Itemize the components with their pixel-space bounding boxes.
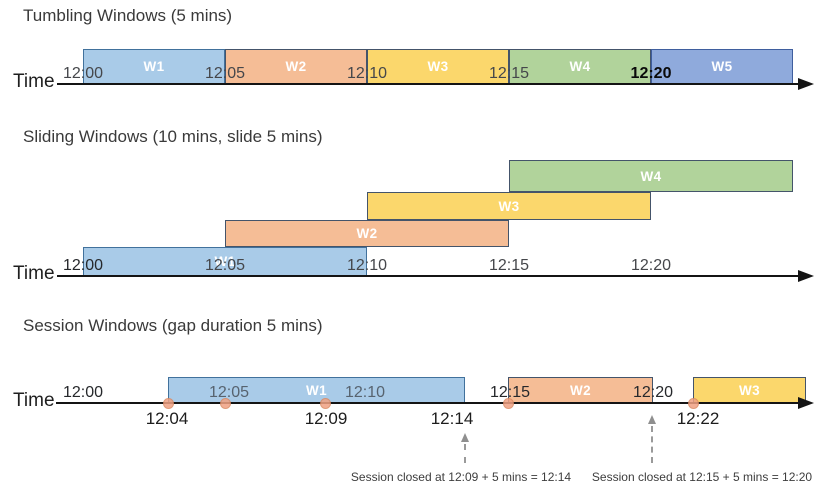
time-axis-label: Time <box>13 390 55 411</box>
arrow-dashed-tail <box>651 426 653 463</box>
window-label: W2 <box>356 226 378 241</box>
tick-label: 12:20 <box>630 65 672 82</box>
window-box: W3 <box>367 49 509 84</box>
axis-arrowhead-icon <box>798 270 814 282</box>
window-label: W2 <box>285 59 307 74</box>
session-annotation: Session closed at 12:15 + 5 mins = 12:20 <box>591 470 813 484</box>
time-axis-label: Time <box>13 71 55 92</box>
session-annotation: Session closed at 12:09 + 5 mins = 12:14 <box>350 470 572 484</box>
section-title-session: Session Windows (gap duration 5 mins) <box>23 316 323 335</box>
window-box: W4 <box>509 49 651 84</box>
time-axis-line <box>56 402 798 404</box>
window-label: W1 <box>214 254 236 269</box>
event-time-label: 12:22 <box>676 409 720 428</box>
event-dot <box>219 397 231 409</box>
tick-label: 12:05 <box>204 65 246 82</box>
arrow-up-icon <box>648 415 656 424</box>
time-axis-line <box>57 83 798 85</box>
event-dot <box>502 397 514 409</box>
time-axis-label: Time <box>13 263 55 284</box>
tick-label: 12:20 <box>630 257 672 274</box>
axis-arrowhead-icon <box>798 78 814 90</box>
window-box: W5 <box>651 49 793 84</box>
callout-arrow <box>647 415 657 463</box>
window-box: W3 <box>367 192 651 220</box>
event-dot <box>162 397 174 409</box>
window-label: W3 <box>498 198 520 214</box>
window-label: W4 <box>569 59 591 74</box>
arrow-up-icon <box>461 433 469 442</box>
event-time-label: 12:09 <box>304 409 348 428</box>
window-box: W3 <box>693 377 806 404</box>
tick-label: 12:00 <box>62 384 104 401</box>
window-box: W1 <box>83 247 367 276</box>
window-label: W3 <box>427 59 449 74</box>
window-box: W1 <box>83 49 225 84</box>
callout-arrow <box>460 433 470 463</box>
window-label: W1 <box>143 59 165 74</box>
window-box: W2 <box>508 377 653 404</box>
event-dot <box>319 397 331 409</box>
tick-label: 12:10 <box>344 384 386 401</box>
tick-label: 12:10 <box>346 257 388 274</box>
tick-label: 12:05 <box>204 257 246 274</box>
tick-label: 12:10 <box>346 65 388 82</box>
tick-label: 12:15 <box>488 257 530 274</box>
window-box: W2 <box>225 220 509 247</box>
section-title-sliding: Sliding Windows (10 mins, slide 5 mins) <box>23 127 323 146</box>
section-title-tumbling: Tumbling Windows (5 mins) <box>23 6 233 25</box>
window-label: W5 <box>711 59 733 74</box>
window-label: W1 <box>305 383 328 398</box>
window-label: W3 <box>738 383 761 398</box>
axis-arrowhead-icon <box>798 397 814 409</box>
tick-label: 12:05 <box>208 384 250 401</box>
time-axis-line <box>57 275 798 277</box>
window-label: W4 <box>640 168 662 184</box>
tick-label: 12:20 <box>632 384 674 401</box>
window-label: W2 <box>569 383 592 398</box>
tick-label: 12:00 <box>62 65 104 82</box>
arrow-dashed-tail <box>464 444 466 463</box>
event-dot <box>687 397 699 409</box>
tick-label: 12:15 <box>489 384 531 401</box>
event-time-label: 12:14 <box>430 409 474 428</box>
tick-label: 12:00 <box>62 257 104 274</box>
window-box: W4 <box>509 160 793 192</box>
tick-label: 12:15 <box>488 65 530 82</box>
window-box: W2 <box>225 49 367 84</box>
event-time-label: 12:04 <box>145 409 189 428</box>
